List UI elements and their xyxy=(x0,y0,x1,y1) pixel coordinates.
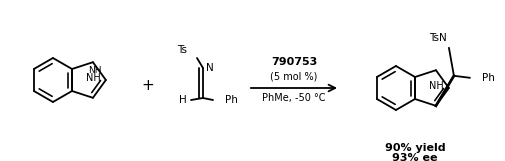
Text: PhMe, -50 °C: PhMe, -50 °C xyxy=(262,93,326,103)
Text: (5 mol %): (5 mol %) xyxy=(270,71,318,81)
Text: TsN: TsN xyxy=(429,33,447,43)
Text: NH: NH xyxy=(88,66,102,75)
Text: H: H xyxy=(179,95,187,105)
Text: 90% yield: 90% yield xyxy=(385,143,445,153)
Text: NH: NH xyxy=(85,73,100,83)
Text: Ph: Ph xyxy=(225,95,238,105)
Text: Ph: Ph xyxy=(482,73,495,83)
Text: N: N xyxy=(206,63,214,73)
Text: 93% ee: 93% ee xyxy=(392,153,438,161)
Text: Ts: Ts xyxy=(177,45,187,55)
Text: 790753: 790753 xyxy=(271,57,317,67)
Text: NH: NH xyxy=(429,81,443,91)
Text: +: + xyxy=(141,77,155,93)
